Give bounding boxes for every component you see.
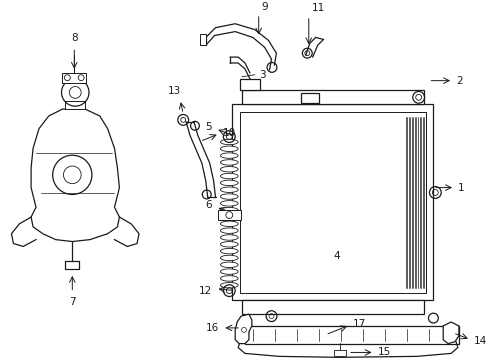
Text: 1: 1 bbox=[457, 183, 464, 193]
Text: 5: 5 bbox=[204, 122, 211, 132]
Text: 17: 17 bbox=[352, 319, 366, 329]
Ellipse shape bbox=[220, 242, 238, 247]
Ellipse shape bbox=[220, 283, 238, 288]
Polygon shape bbox=[235, 314, 251, 343]
Bar bbox=[200, 33, 205, 45]
Bar bbox=[62, 73, 86, 82]
Text: 4: 4 bbox=[333, 251, 340, 261]
Text: 2: 2 bbox=[455, 76, 462, 86]
Ellipse shape bbox=[220, 201, 238, 206]
Polygon shape bbox=[442, 322, 458, 343]
Text: 12: 12 bbox=[198, 285, 211, 296]
Ellipse shape bbox=[220, 146, 238, 152]
Text: 3: 3 bbox=[258, 70, 265, 80]
Ellipse shape bbox=[220, 173, 238, 179]
Text: 8: 8 bbox=[71, 33, 78, 43]
Ellipse shape bbox=[220, 180, 238, 186]
Bar bbox=[242, 90, 423, 104]
Ellipse shape bbox=[220, 207, 238, 213]
Ellipse shape bbox=[220, 139, 238, 145]
Ellipse shape bbox=[220, 221, 238, 226]
Bar bbox=[65, 101, 85, 109]
Bar bbox=[300, 93, 318, 103]
Text: 14: 14 bbox=[473, 336, 486, 346]
Bar bbox=[232, 104, 432, 301]
Bar bbox=[240, 112, 425, 293]
Ellipse shape bbox=[220, 228, 238, 233]
Ellipse shape bbox=[220, 276, 238, 281]
Bar bbox=[240, 79, 259, 90]
Text: 10: 10 bbox=[222, 128, 235, 138]
Ellipse shape bbox=[220, 248, 238, 254]
Bar bbox=[334, 351, 346, 356]
Bar bbox=[244, 326, 458, 343]
Ellipse shape bbox=[220, 187, 238, 193]
Text: 7: 7 bbox=[69, 297, 76, 306]
Ellipse shape bbox=[220, 262, 238, 267]
Ellipse shape bbox=[220, 235, 238, 240]
Text: 11: 11 bbox=[311, 3, 325, 13]
Text: 15: 15 bbox=[377, 347, 390, 357]
Text: 13: 13 bbox=[167, 86, 181, 96]
Ellipse shape bbox=[220, 214, 238, 220]
Text: 9: 9 bbox=[261, 2, 268, 12]
Ellipse shape bbox=[220, 194, 238, 199]
Ellipse shape bbox=[220, 153, 238, 158]
Bar bbox=[242, 301, 423, 314]
Ellipse shape bbox=[220, 269, 238, 274]
Bar bbox=[217, 210, 241, 220]
Polygon shape bbox=[31, 109, 119, 242]
Ellipse shape bbox=[220, 167, 238, 172]
Text: 6: 6 bbox=[204, 200, 211, 210]
Text: 16: 16 bbox=[206, 323, 219, 333]
Ellipse shape bbox=[220, 255, 238, 261]
Ellipse shape bbox=[220, 160, 238, 165]
